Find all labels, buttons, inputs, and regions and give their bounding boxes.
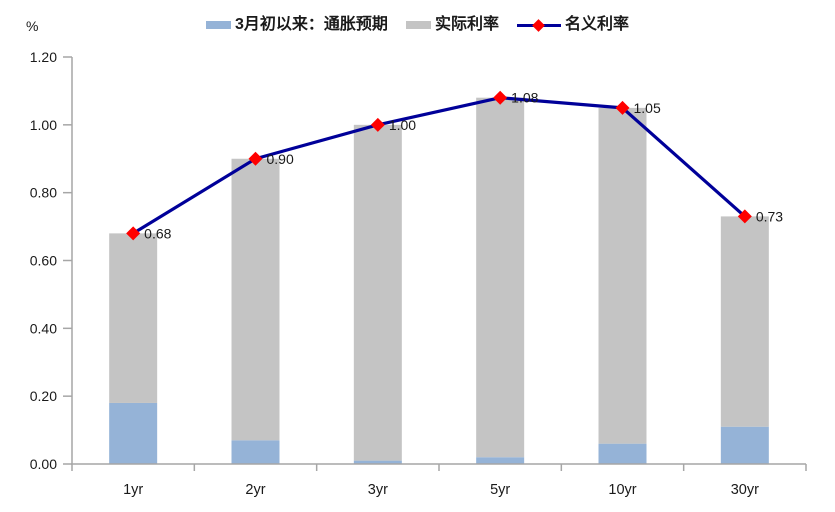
- bar-inflation-3yr: [353, 460, 402, 464]
- x-tick-label: 2yr: [245, 482, 265, 498]
- legend-item-real-rate: 实际利率: [405, 16, 499, 33]
- legend-label-real-rate: 实际利率: [434, 16, 499, 33]
- y-tick-label: 0.40: [30, 320, 57, 336]
- legend-swatch-inflation-expectation: [206, 21, 232, 29]
- bar-real-rate-3yr: [353, 124, 402, 461]
- y-tick-label: 1.00: [30, 117, 57, 133]
- bar-real-rate-10yr: [598, 107, 647, 444]
- value-label-5yr: 1.08: [511, 90, 538, 106]
- diamond-marker-30yr: [737, 209, 752, 224]
- diamond-marker-3yr: [370, 117, 385, 132]
- y-tick-label: 1.20: [30, 49, 57, 65]
- legend-line-diamond-icon: [516, 18, 561, 32]
- value-label-2yr: 0.90: [267, 151, 294, 167]
- value-labels: 0.68 0.90 1.00 1.08 1.05 0.73: [144, 90, 783, 242]
- bar-inflation-10yr: [598, 443, 647, 464]
- x-tick-label: 1yr: [123, 482, 143, 498]
- y-tick-label: 0.20: [30, 388, 57, 404]
- x-tick-labels: 1yr 2yr 3yr 5yr 10yr 30yr: [123, 482, 759, 498]
- y-tick-label: 0.00: [30, 456, 57, 472]
- y-tick-label: 0.60: [30, 253, 57, 269]
- y-axis-unit-label: %: [26, 18, 39, 34]
- value-label-3yr: 1.00: [389, 117, 416, 133]
- diamond-marker-10yr: [615, 100, 630, 115]
- bar-real-rate-1yr: [109, 233, 158, 403]
- x-tick-label: 30yr: [731, 482, 759, 498]
- bar-real-rate-5yr: [476, 97, 525, 458]
- x-tick-label: 5yr: [490, 482, 510, 498]
- bar-inflation-5yr: [476, 457, 525, 464]
- legend-label-nominal-rate: 名义利率: [564, 16, 629, 33]
- value-label-10yr: 1.05: [634, 100, 661, 116]
- x-tick-label: 10yr: [608, 482, 636, 498]
- value-label-30yr: 0.73: [756, 208, 783, 224]
- legend-item-nominal-rate: 名义利率: [516, 16, 629, 33]
- x-tick-label: 3yr: [368, 482, 388, 498]
- nominal-rate-line: [131, 96, 747, 235]
- stacked-bars: [109, 97, 769, 464]
- bar-inflation-30yr: [720, 426, 769, 464]
- diamond-marker-2yr: [248, 151, 263, 166]
- nominal-rate-markers: [126, 90, 752, 241]
- y-tick-label: 0.80: [30, 185, 57, 201]
- chart-legend: 3月初以来：通胀预期 实际利率 名义利率: [0, 17, 835, 33]
- axes: [63, 56, 807, 471]
- legend-label-inflation-expectation: 3月初以来：通胀预期: [235, 16, 388, 33]
- bar-real-rate-30yr: [720, 216, 769, 427]
- legend-swatch-real-rate: [405, 21, 431, 29]
- diamond-marker-1yr: [126, 226, 141, 241]
- bar-inflation-1yr: [109, 402, 158, 464]
- bar-real-rate-2yr: [231, 158, 280, 441]
- diamond-marker-5yr: [493, 90, 508, 105]
- value-label-1yr: 0.68: [144, 225, 171, 241]
- bar-inflation-2yr: [231, 440, 280, 464]
- legend-item-inflation-expectation: 3月初以来：通胀预期: [206, 17, 388, 33]
- y-tick-labels: 0.00 0.20 0.40 0.60 0.80 1.00 1.20: [30, 49, 57, 472]
